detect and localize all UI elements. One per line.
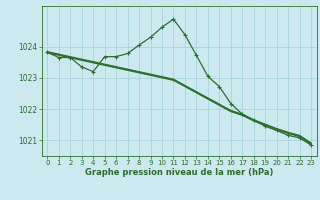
X-axis label: Graphe pression niveau de la mer (hPa): Graphe pression niveau de la mer (hPa) <box>85 168 273 177</box>
